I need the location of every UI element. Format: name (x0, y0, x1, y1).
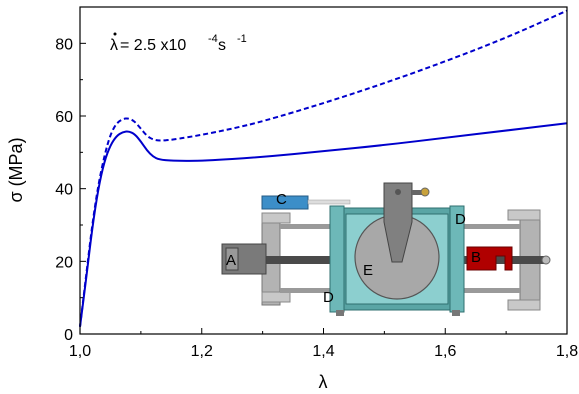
grip-b (466, 246, 513, 271)
label-c: C (276, 191, 287, 208)
lever-arm (383, 182, 413, 263)
plot-frame (79, 6, 568, 335)
bolt-bottom-right (452, 310, 460, 316)
left-frame-bottom (261, 291, 291, 303)
x-tick-label: 1,8 (556, 343, 578, 360)
y-tick-label: 60 (55, 109, 73, 126)
x-tick-label: 1,0 (69, 343, 91, 360)
right-frame-top (507, 209, 541, 221)
y-tick-label: 80 (55, 36, 73, 53)
annotation-exponent: -4 (208, 33, 218, 45)
left-frame-top (261, 212, 291, 224)
y-axis-title: σ (MPa) (6, 137, 26, 202)
x-axis-title: λ (319, 372, 328, 392)
series-solid-line (79, 122, 568, 327)
part-c-cable (307, 199, 351, 205)
series-layer (79, 9, 568, 327)
screw-end (541, 255, 551, 265)
strain-rate-annotation: λ = 2.5 x10 -4 s -1 (110, 32, 247, 54)
annotation-unit-exp: -1 (237, 33, 247, 45)
bolt-bottom-left (336, 310, 344, 316)
x-tick-label: 1,6 (434, 343, 456, 360)
x-tick-label: 1,4 (312, 343, 334, 360)
arm-knob (412, 190, 424, 195)
label-e: E (363, 262, 373, 279)
arm-knob-end (420, 187, 430, 197)
annotation-dot (113, 32, 117, 36)
annotation-equals: = 2.5 x10 (120, 37, 186, 54)
label-d-bottom: D (323, 289, 334, 306)
y-tick-label: 0 (64, 327, 73, 344)
y-axis: 0 20 40 60 80 (55, 36, 86, 344)
label-d-top: D (455, 211, 466, 228)
annotation-lambda: λ (110, 37, 118, 54)
apparatus-inset: A B C D D E (221, 182, 551, 316)
x-axis: 1,0 1,2 1,4 1,6 1,8 (69, 328, 578, 360)
label-a: A (226, 252, 236, 269)
y-tick-label: 40 (55, 182, 73, 199)
label-b: B (471, 249, 481, 266)
arm-pin (395, 189, 401, 195)
right-frame-bottom (507, 299, 541, 311)
x-tick-label: 1,2 (191, 343, 213, 360)
series-dashed-line (79, 9, 568, 327)
y-tick-label: 20 (55, 254, 73, 271)
annotation-unit: s (218, 37, 226, 54)
motor-a-face (225, 247, 239, 271)
